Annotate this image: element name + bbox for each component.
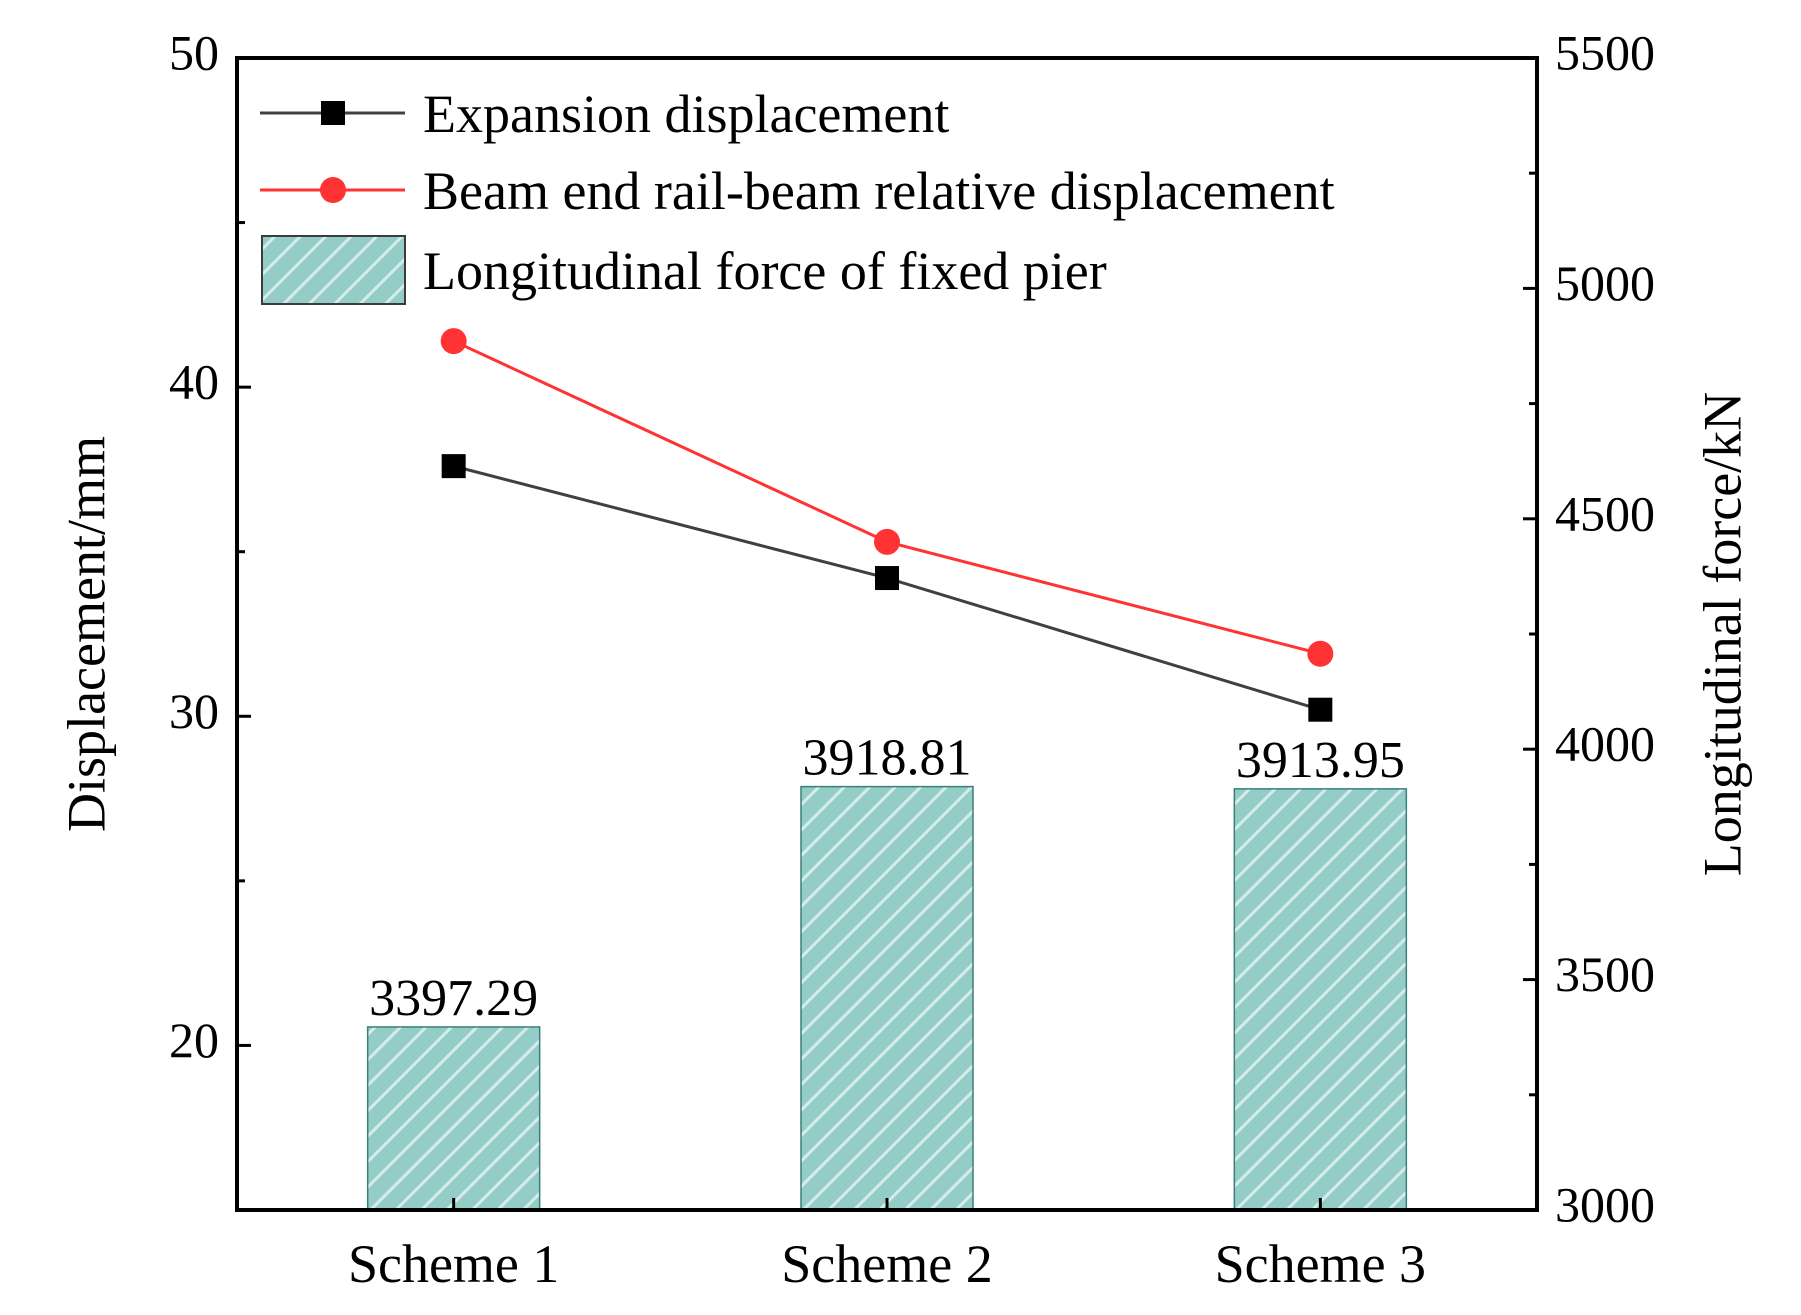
legend-item-expansion-displacement: Expansion displacement: [260, 84, 949, 144]
right-tick-label: 3000: [1555, 1176, 1655, 1232]
legend: Expansion displacement Beam end rail-bea…: [260, 84, 1335, 305]
relative-marker: [1307, 640, 1334, 667]
expansion-marker: [1308, 697, 1333, 722]
right-tick-label: 4000: [1555, 716, 1655, 772]
right-tick-label: 5000: [1555, 255, 1655, 311]
right-tick-label: 3500: [1555, 946, 1655, 1002]
bar-series-longitudinal-force: [366, 785, 1408, 1211]
x-axis-category-labels: Scheme 1 Scheme 2 Scheme 3: [348, 1234, 1426, 1294]
expansion-marker: [441, 454, 466, 479]
hatched-bar-swatch-icon: [261, 235, 406, 305]
legend-item-longitudinal-force: Longitudinal force of fixed pier: [261, 235, 1107, 305]
right-tick-label: 4500: [1555, 485, 1655, 541]
line-series-group: [440, 328, 1334, 722]
left-tick-label: 20: [169, 1012, 219, 1068]
legend-item-relative-displacement: Beam end rail-beam relative displacement: [260, 161, 1335, 221]
force-bar: [1233, 788, 1408, 1211]
relative-marker: [874, 528, 900, 555]
x-axis-ticks: [452, 1198, 1322, 1210]
left-tick-label: 40: [169, 354, 219, 410]
series-line: [453, 339, 1321, 656]
left-axis-title: Displacement/mm: [56, 436, 116, 832]
bar-data-label: 3913.95: [1236, 732, 1405, 789]
legend-label-expansion: Expansion displacement: [423, 84, 949, 144]
category-label-scheme-2: Scheme 2: [781, 1234, 992, 1294]
circle-marker-icon: [320, 177, 346, 203]
right-tick-label: 5500: [1555, 24, 1655, 80]
legend-label-relative: Beam end rail-beam relative displacement: [423, 161, 1335, 221]
bar-data-label: 3918.81: [803, 730, 972, 787]
left-tick-label: 30: [169, 683, 219, 739]
bar-data-label: 3397.29: [369, 970, 538, 1027]
force-bar: [800, 785, 974, 1211]
legend-label-force: Longitudinal force of fixed pier: [423, 241, 1107, 301]
right-axis-title: Longitudinal force/kN: [1692, 392, 1752, 876]
category-label-scheme-3: Scheme 3: [1215, 1234, 1426, 1294]
force-bar: [366, 1026, 541, 1211]
category-label-scheme-1: Scheme 1: [348, 1234, 559, 1294]
right-axis-tick-labels: 3000 3500 4000 4500 5000 5500: [1555, 24, 1655, 1232]
left-axis-tick-labels: 20 30 40 50: [169, 24, 219, 1067]
bar-data-labels: 3397.29 3918.81 3913.95: [369, 730, 1405, 1027]
left-tick-label: 50: [169, 24, 219, 80]
square-marker-icon: [321, 101, 345, 125]
left-axis-ticks: [237, 56, 251, 1047]
right-axis-ticks: [1523, 56, 1537, 1212]
relative-marker: [440, 328, 467, 355]
expansion-marker: [875, 566, 899, 591]
